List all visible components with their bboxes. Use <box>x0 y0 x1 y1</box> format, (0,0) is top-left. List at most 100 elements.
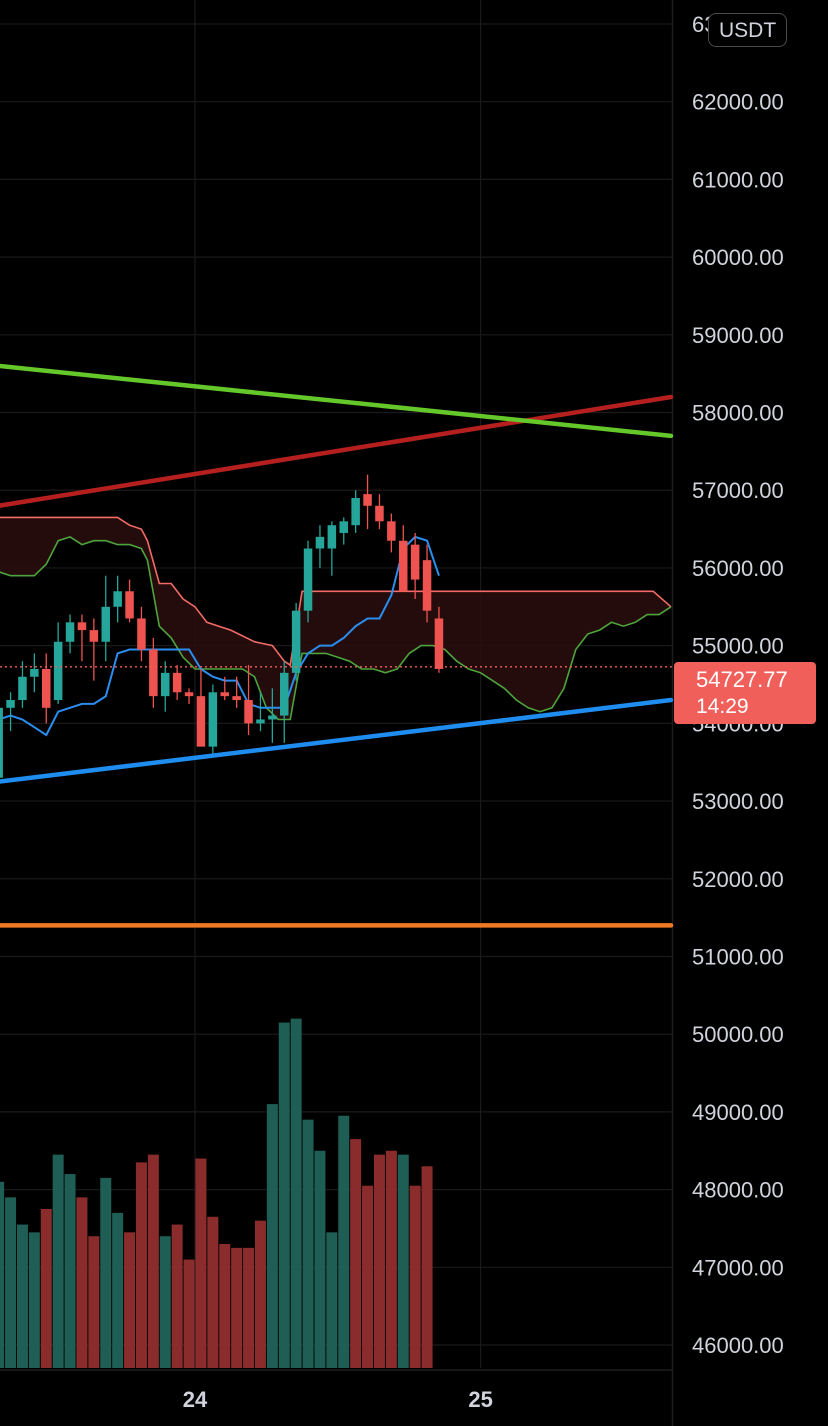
candle-body[interactable] <box>113 591 122 607</box>
volume-bar <box>362 1185 374 1368</box>
senkou-b-line <box>0 536 672 721</box>
resistance-trendline[interactable] <box>0 394 674 508</box>
tenkan-line <box>0 535 440 737</box>
candle-body[interactable] <box>149 649 158 697</box>
volume-bar <box>314 1150 326 1368</box>
candle-body[interactable] <box>268 715 277 720</box>
candle-body[interactable] <box>89 630 99 642</box>
volume-bar <box>207 1216 219 1368</box>
candle-body[interactable] <box>53 641 63 701</box>
volume-bar <box>5 1197 17 1368</box>
price-tick-label: 49000.00 <box>692 1100 784 1125</box>
volume-bar <box>302 1119 314 1368</box>
volume-bar <box>64 1174 76 1368</box>
candle-body[interactable] <box>410 544 420 580</box>
price-tick-label: 59000.00 <box>692 323 784 348</box>
volume-bar <box>290 1018 302 1368</box>
price-tick-label: 47000.00 <box>692 1255 784 1280</box>
volume-bar <box>183 1259 195 1368</box>
volume-bar <box>385 1150 397 1368</box>
ichimoku-cloud <box>0 516 672 737</box>
volume-bar <box>243 1247 255 1368</box>
price-tick-label: 61000.00 <box>692 167 784 192</box>
price-tick-label: 62000.00 <box>692 90 784 115</box>
time-tick-label: 25 <box>468 1387 492 1412</box>
volume-bar <box>16 1224 28 1368</box>
kijun-line <box>0 516 672 667</box>
volume-bar <box>40 1209 52 1368</box>
volume-bar <box>147 1154 159 1368</box>
volume-bar <box>135 1162 147 1368</box>
price-tick-label: 56000.00 <box>692 556 784 581</box>
descending-trendline[interactable] <box>0 363 674 439</box>
volume-bars <box>0 1018 433 1368</box>
candle-body[interactable] <box>101 606 111 642</box>
candle-body[interactable] <box>208 692 218 747</box>
candle-body[interactable] <box>387 521 396 541</box>
volume-bar <box>326 1232 338 1368</box>
volume-bar <box>100 1177 112 1368</box>
candle-body[interactable] <box>280 672 289 716</box>
time-axis[interactable]: 24 25 <box>183 1387 493 1412</box>
price-tick-label: 46000.00 <box>692 1333 784 1358</box>
candle-body[interactable] <box>232 696 241 701</box>
candle-body[interactable] <box>315 536 325 549</box>
candle-body[interactable] <box>220 692 230 697</box>
candle-body[interactable] <box>184 692 194 697</box>
volume-bar <box>231 1247 243 1368</box>
candle-body[interactable] <box>351 498 360 526</box>
candle-body[interactable] <box>18 676 27 701</box>
volume-bar <box>112 1212 124 1368</box>
price-tick-label: 55000.00 <box>692 634 784 659</box>
candle-body[interactable] <box>137 618 146 650</box>
candle-body[interactable] <box>244 700 253 724</box>
price-tick-label: 53000.00 <box>692 789 784 814</box>
volume-bar <box>409 1185 421 1368</box>
volume-bar <box>124 1232 136 1368</box>
candle-body[interactable] <box>291 610 301 673</box>
candle-body[interactable] <box>77 622 87 631</box>
support-trendline[interactable] <box>0 697 674 784</box>
currency-badge[interactable]: USDT <box>708 13 788 47</box>
last-price-value: 54727.77 <box>696 667 788 692</box>
candle-body[interactable] <box>375 505 384 522</box>
candle-body[interactable] <box>125 591 134 619</box>
candle-body[interactable] <box>161 672 170 697</box>
volume-bar <box>52 1154 64 1368</box>
candle-body[interactable] <box>256 719 265 724</box>
volume-bar <box>278 1022 290 1368</box>
volume-bar <box>266 1104 278 1368</box>
candle-body[interactable] <box>327 525 337 549</box>
price-tick-label: 57000.00 <box>692 478 784 503</box>
volume-bar <box>219 1243 231 1368</box>
volume-bar <box>397 1154 409 1368</box>
candle-body[interactable] <box>172 672 182 693</box>
candle-body[interactable] <box>399 540 408 592</box>
price-axis[interactable]: 63000.0062000.0061000.0060000.0059000.00… <box>692 12 784 1358</box>
price-tick-label: 50000.00 <box>692 1022 784 1047</box>
price-tick-label: 52000.00 <box>692 867 784 892</box>
volume-bar <box>28 1232 40 1368</box>
price-tick-label: 48000.00 <box>692 1178 784 1203</box>
candle-body[interactable] <box>363 494 372 506</box>
volume-bar <box>76 1197 88 1368</box>
candle-body[interactable] <box>65 622 75 642</box>
trendlines[interactable] <box>0 363 674 928</box>
candle-body[interactable] <box>0 707 3 778</box>
candle-body[interactable] <box>6 700 15 708</box>
ichimoku-cloud-fill <box>0 517 671 720</box>
candle-body[interactable] <box>339 521 349 533</box>
candle-body[interactable] <box>42 668 51 708</box>
candle-countdown: 14:29 <box>696 695 749 718</box>
time-tick-label: 24 <box>183 1387 208 1412</box>
candle-body[interactable] <box>434 618 444 669</box>
volume-bar <box>254 1220 266 1368</box>
candle-body[interactable] <box>196 696 206 747</box>
candle-body[interactable] <box>30 668 39 677</box>
candle-body[interactable] <box>303 548 313 611</box>
candles[interactable] <box>0 474 444 786</box>
last-price-label: 54727.77 14:29 <box>674 662 816 724</box>
candle-body[interactable] <box>422 560 432 611</box>
